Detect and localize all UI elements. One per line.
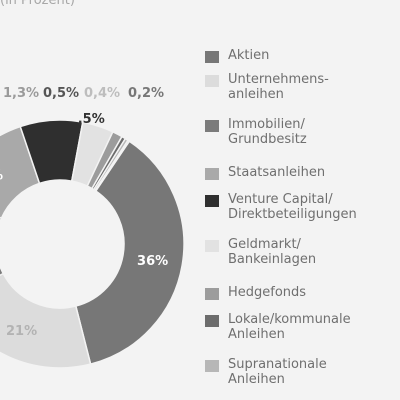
legend-swatch <box>205 120 219 132</box>
slice-label-geldmarkt-bankeinlagen: ,5% <box>78 112 105 127</box>
donut-slice-unternehmens-anleihen <box>0 272 92 369</box>
legend-item-aktien: Aktien <box>205 48 400 63</box>
legend-label: Hedgefonds <box>228 285 307 300</box>
legend-swatch <box>205 168 219 180</box>
legend-swatch <box>205 315 219 327</box>
chart-title: (in Prozent) <box>0 0 75 8</box>
legend-swatch <box>205 195 219 207</box>
top-label-hedgefonds: 1,3% <box>3 86 40 101</box>
legend-label: Aktien <box>228 48 270 63</box>
slice-label-staatsanleihen: % <box>0 169 3 184</box>
legend-label: Supranationale Anleihen <box>228 357 327 387</box>
legend-item-unternehmens-anleihen: Unternehmens- anleihen <box>205 72 400 102</box>
legend-swatch <box>205 360 219 372</box>
legend-swatch <box>205 240 219 252</box>
donut-slice-aktien <box>74 140 185 366</box>
slice-label-unternehmens-anleihen: 21% <box>6 324 37 339</box>
legend-item-hedgefonds: Hedgefonds <box>205 285 400 300</box>
legend-label: Unternehmens- anleihen <box>228 72 329 102</box>
top-label-rest: 0,2% <box>128 86 165 101</box>
legend-label: Lokale/kommunale Anleihen <box>228 312 351 342</box>
slice-label-aktien: 36% <box>137 254 168 269</box>
legend-item-geldmarkt-bankeinlagen: Geldmarkt/ Bankeinlagen <box>205 237 400 267</box>
legend-item-staatsanleihen: Staatsanleihen <box>205 165 400 180</box>
legend-swatch <box>205 51 219 63</box>
legend-item-immobilien-grundbesitz: Immobilien/ Grundbesitz <box>205 117 400 147</box>
legend-label: Geldmarkt/ Bankeinlagen <box>228 237 317 267</box>
legend-swatch <box>205 75 219 87</box>
legend-label: Immobilien/ Grundbesitz <box>228 117 307 147</box>
legend: Aktien Unternehmens- anleihen Immobilien/ … <box>205 48 400 387</box>
legend-item-venture-capital-direktbeteiligungen: Venture Capital/ Direktbeteiligungen <box>205 192 400 222</box>
legend-item-lokale-kommunale-anleihen: Lokale/kommunale Anleihen <box>205 312 400 342</box>
legend-item-supranationale-anleihen: Supranationale Anleihen <box>205 357 400 387</box>
top-label-supranationale-anleihen: 0,4% <box>84 86 121 101</box>
legend-label: Venture Capital/ Direktbeteiligungen <box>228 192 357 222</box>
top-label-lokale-kommunale-anleihen: 0,5% <box>43 86 80 101</box>
donut-slice-other <box>94 139 131 192</box>
legend-label: Staatsanleihen <box>228 165 326 180</box>
legend-swatch <box>205 288 219 300</box>
donut-slice-immobilien-grundbesitz <box>0 216 5 277</box>
